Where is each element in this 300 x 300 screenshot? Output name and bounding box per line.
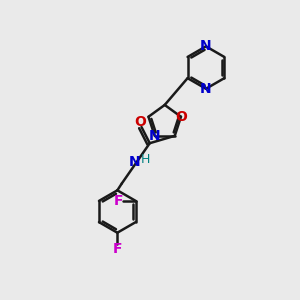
Text: N: N [200,39,212,53]
Text: O: O [134,115,146,129]
Text: N: N [149,129,161,143]
Text: O: O [175,110,187,124]
Text: F: F [112,242,122,256]
Text: N: N [200,82,212,96]
Text: N: N [128,155,140,169]
Text: F: F [113,194,123,208]
Text: H: H [141,154,151,166]
